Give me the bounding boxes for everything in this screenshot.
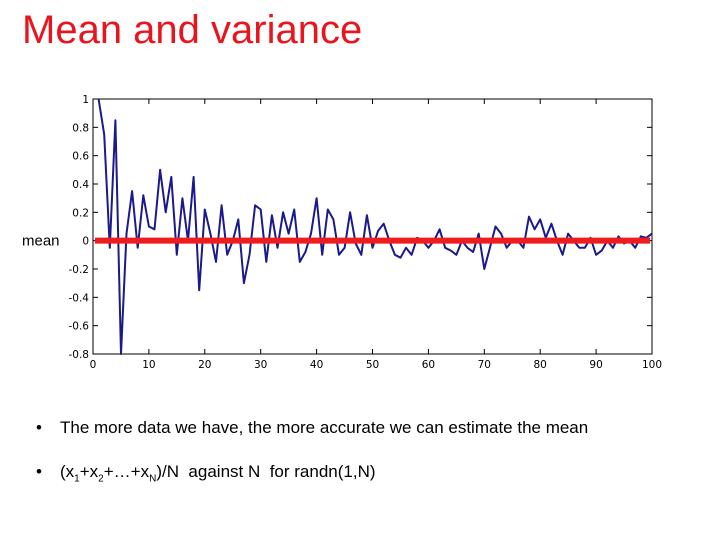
formula-part: (x — [60, 462, 75, 481]
y-tick-label: 1 — [82, 94, 89, 106]
x-tick-label: 0 — [90, 359, 97, 371]
y-tick-label: -0.2 — [69, 264, 90, 276]
mean-label: mean — [22, 233, 60, 250]
formula-part: +x — [79, 462, 99, 481]
bullet-item: The more data we have, the more accurate… — [36, 418, 706, 438]
y-tick-label: 0.2 — [72, 207, 89, 219]
formula-subscript: N — [149, 473, 157, 485]
y-tick-label: 0.4 — [72, 179, 89, 191]
x-tick-label: 10 — [142, 359, 155, 371]
x-tick-label: 60 — [422, 359, 435, 371]
x-tick-label: 70 — [478, 359, 491, 371]
y-tick-label: -0.6 — [69, 321, 90, 333]
bullet-text: The more data we have, the more accurate… — [60, 418, 589, 437]
y-tick-label: -0.8 — [69, 349, 90, 361]
formula-subscript: 1 — [74, 473, 80, 485]
formula-part: +…+x — [103, 462, 150, 481]
formula-part: )/N against N for randn(1,N) — [156, 462, 376, 481]
x-tick-label: 80 — [534, 359, 547, 371]
chart-mean: mean — [22, 233, 650, 250]
x-tick-label: 50 — [366, 359, 379, 371]
x-tick-label: 40 — [310, 359, 323, 371]
x-tick-label: 20 — [198, 359, 211, 371]
bullet-list: The more data we have, the more accurate… — [36, 418, 706, 508]
line-chart: -0.8-0.6-0.4-0.200.20.40.60.810 10 20 30 40 5… — [22, 94, 662, 371]
bullet-item: (x1+x2+…+xN)/N against N for randn(1,N) — [36, 462, 706, 484]
bullet-formula: (x1+x2+…+xN)/N against N for randn(1,N) — [60, 462, 376, 485]
y-tick-label: 0.8 — [72, 122, 89, 134]
slide-title: Mean and variance — [22, 8, 363, 52]
y-tick-label: -0.4 — [69, 292, 90, 304]
formula-subscript: 2 — [98, 473, 104, 485]
plot-frame — [92, 98, 653, 355]
y-tick-label: 0.6 — [72, 151, 89, 163]
x-tick-label: 90 — [589, 359, 602, 371]
x-tick-label: 100 — [642, 359, 662, 371]
y-tick-label: 0 — [82, 236, 89, 248]
x-tick-label: 30 — [254, 359, 267, 371]
